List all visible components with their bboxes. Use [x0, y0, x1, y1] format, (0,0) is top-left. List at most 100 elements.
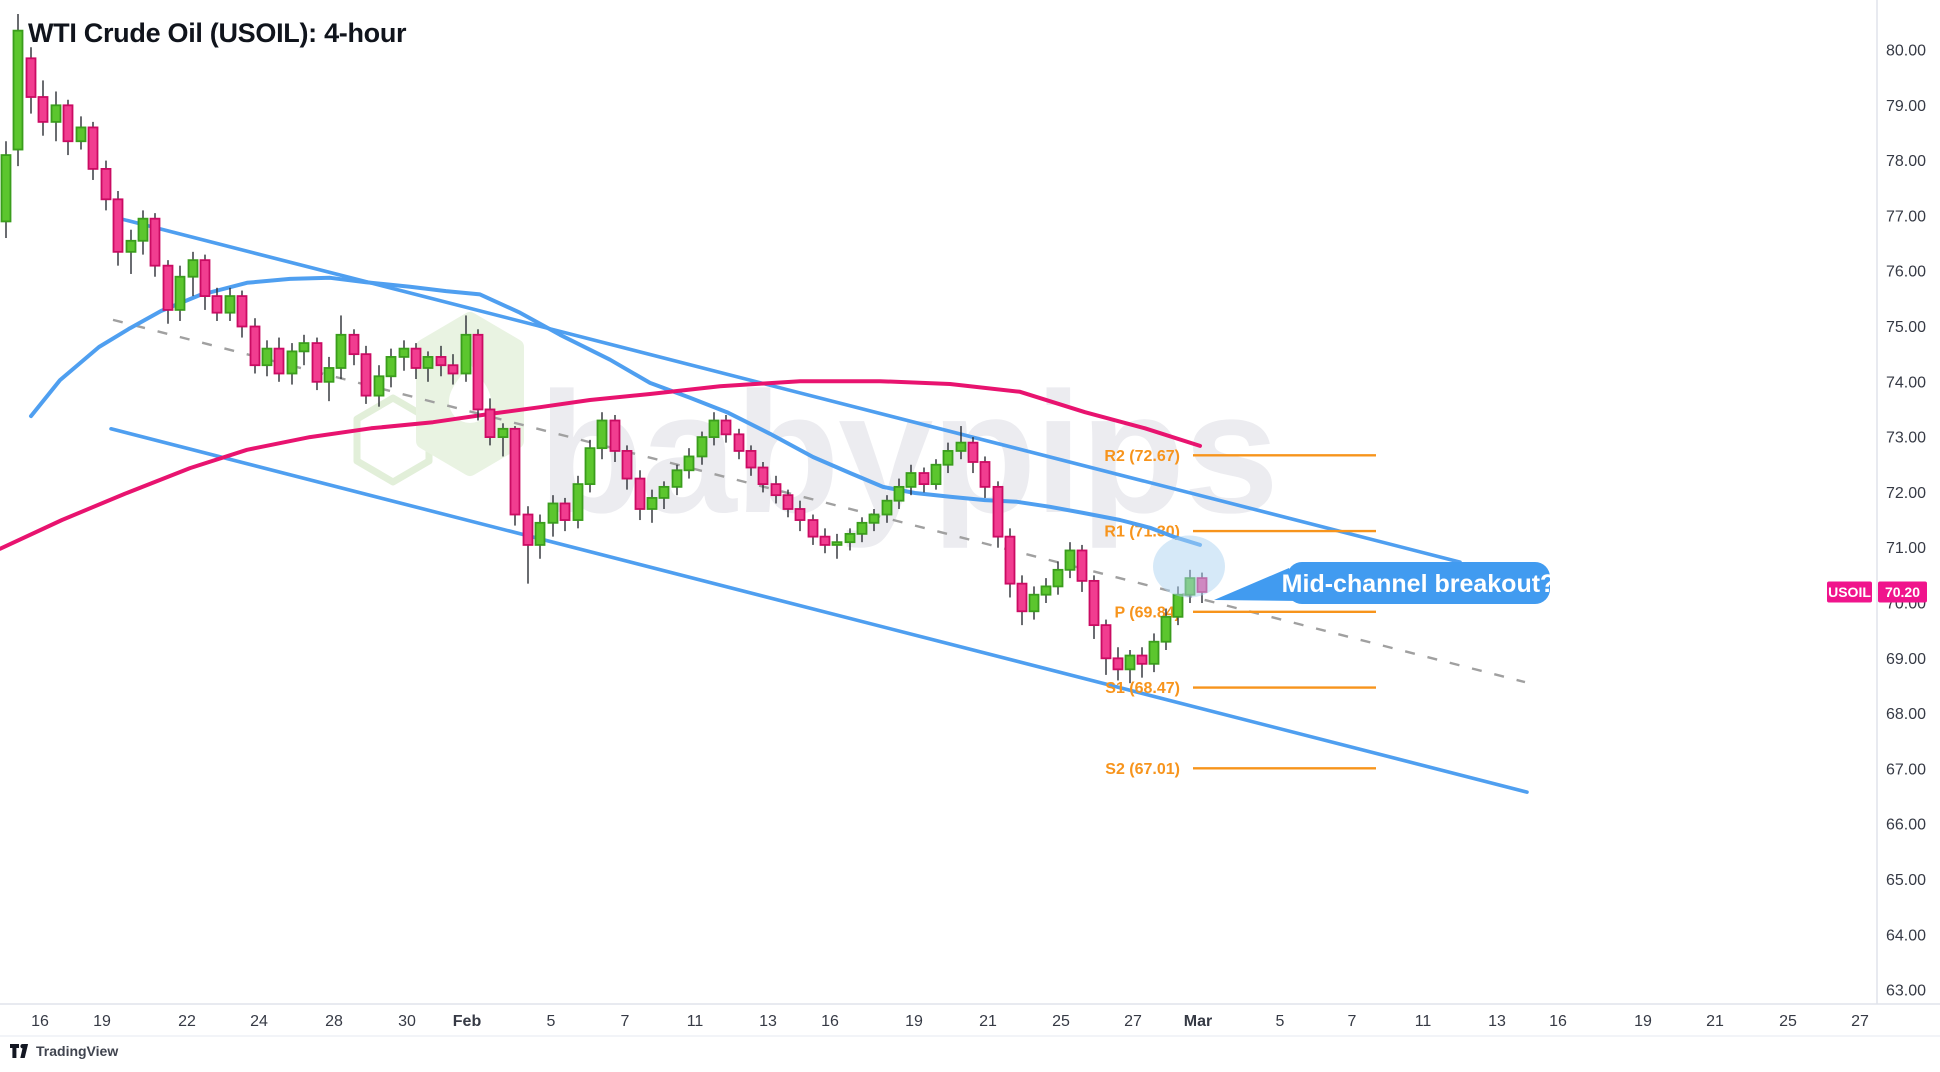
candle-down[interactable]: [37, 80, 49, 136]
candle-up[interactable]: [844, 528, 856, 551]
candle-up[interactable]: [385, 348, 397, 388]
candle-down[interactable]: [472, 329, 484, 421]
candle-up[interactable]: [1148, 633, 1160, 673]
candle-up[interactable]: [572, 475, 584, 529]
candle-down[interactable]: [410, 343, 422, 380]
candle-down[interactable]: [1004, 528, 1016, 598]
candle-up[interactable]: [831, 533, 843, 559]
candle-up[interactable]: [224, 287, 236, 321]
channel-upper-line[interactable]: [116, 216, 1462, 564]
candle-up[interactable]: [658, 481, 670, 509]
candle-down[interactable]: [967, 437, 979, 474]
candle-up[interactable]: [1160, 608, 1172, 651]
candles[interactable]: [0, 14, 1208, 684]
candle-up[interactable]: [1124, 650, 1136, 684]
candle-up[interactable]: [398, 340, 410, 371]
candle-down[interactable]: [25, 47, 37, 114]
candle-up[interactable]: [547, 495, 559, 537]
candle-up[interactable]: [955, 426, 967, 460]
candle-down[interactable]: [522, 506, 534, 584]
candle-down[interactable]: [782, 489, 794, 518]
candle-up[interactable]: [174, 265, 186, 321]
candle-up[interactable]: [534, 514, 546, 559]
candle-up[interactable]: [708, 412, 720, 446]
ma-blue-line[interactable]: [29, 275, 1202, 547]
candle-down[interactable]: [87, 121, 99, 180]
candle-up[interactable]: [868, 508, 880, 532]
candle-up[interactable]: [497, 423, 509, 457]
candle-up[interactable]: [584, 439, 596, 493]
candle-up[interactable]: [856, 517, 868, 543]
candle-up[interactable]: [335, 315, 347, 380]
candle-down[interactable]: [236, 290, 248, 338]
candle-up[interactable]: [646, 489, 658, 523]
candle-down[interactable]: [621, 445, 633, 490]
candle-down[interactable]: [435, 345, 447, 377]
candle-up[interactable]: [893, 478, 905, 509]
candle-up[interactable]: [1052, 561, 1064, 595]
trend-channel[interactable]: [109, 216, 1529, 794]
candle-up[interactable]: [373, 365, 385, 407]
candle-down[interactable]: [249, 318, 261, 374]
candle-down[interactable]: [348, 329, 360, 366]
candle-down[interactable]: [819, 528, 831, 554]
candle-down[interactable]: [733, 428, 745, 460]
candle-down[interactable]: [807, 514, 819, 545]
candle-down[interactable]: [1088, 575, 1100, 639]
candle-up[interactable]: [125, 229, 137, 274]
candle-down[interactable]: [447, 354, 459, 385]
candle-up[interactable]: [1064, 542, 1076, 579]
candle-down[interactable]: [112, 191, 124, 266]
candle-up[interactable]: [930, 459, 942, 490]
candle-up[interactable]: [671, 464, 683, 496]
callout-bubble[interactable]: Mid-channel breakout?: [1214, 562, 1555, 604]
candle-down[interactable]: [1076, 544, 1088, 592]
candle-up[interactable]: [286, 343, 298, 385]
candle-up[interactable]: [12, 14, 24, 167]
candle-down[interactable]: [745, 445, 757, 476]
time-scale[interactable]: 16 19 22 24 28 30 Feb 5 7 11 13 16 19 21 25 27 Mar 5 7 11 13…: [31, 1013, 1869, 1030]
candle-down[interactable]: [720, 414, 732, 443]
candle-up[interactable]: [683, 448, 695, 479]
candle-down[interactable]: [62, 99, 74, 156]
candle-down[interactable]: [149, 213, 161, 277]
price-scale[interactable]: 80.00 79.00 78.00 77.00 76.00 75.00 74.00 73.00…: [1886, 43, 1926, 1000]
candle-up[interactable]: [137, 210, 149, 255]
candle-down[interactable]: [609, 414, 621, 462]
candle-down[interactable]: [273, 337, 285, 382]
candle-up[interactable]: [1040, 578, 1052, 603]
candle-up[interactable]: [696, 431, 708, 465]
candle-up[interactable]: [298, 334, 310, 366]
candle-down[interactable]: [992, 481, 1004, 548]
ma-pink-line[interactable]: [0, 379, 1202, 551]
candle-down[interactable]: [979, 456, 991, 498]
candle-down[interactable]: [918, 467, 930, 493]
candle-up[interactable]: [422, 351, 434, 382]
candle-up[interactable]: [0, 141, 12, 239]
candle-down[interactable]: [162, 260, 174, 324]
candle-up[interactable]: [75, 116, 87, 150]
channel-lower-line[interactable]: [109, 427, 1529, 794]
candle-up[interactable]: [905, 464, 917, 496]
candle-down[interactable]: [211, 287, 223, 321]
candle-down[interactable]: [1136, 647, 1148, 678]
candle-down[interactable]: [1112, 647, 1124, 681]
candle-down[interactable]: [770, 475, 782, 504]
candle-down[interactable]: [1100, 619, 1112, 675]
candle-down[interactable]: [484, 398, 496, 446]
candle-up[interactable]: [323, 356, 335, 402]
candle-down[interactable]: [757, 461, 769, 493]
candle-up[interactable]: [50, 91, 62, 142]
candle-up[interactable]: [1028, 586, 1040, 620]
candle-down[interactable]: [100, 160, 112, 211]
candle-down[interactable]: [559, 497, 571, 532]
candle-up[interactable]: [187, 251, 199, 297]
candle-down[interactable]: [634, 470, 646, 521]
highlight-circle[interactable]: [1153, 535, 1225, 598]
candle-up[interactable]: [460, 315, 472, 382]
candle-down[interactable]: [311, 337, 323, 391]
candle-up[interactable]: [942, 442, 954, 474]
candle-down[interactable]: [360, 345, 372, 404]
tradingview-attribution[interactable]: TradingView: [10, 1043, 118, 1059]
